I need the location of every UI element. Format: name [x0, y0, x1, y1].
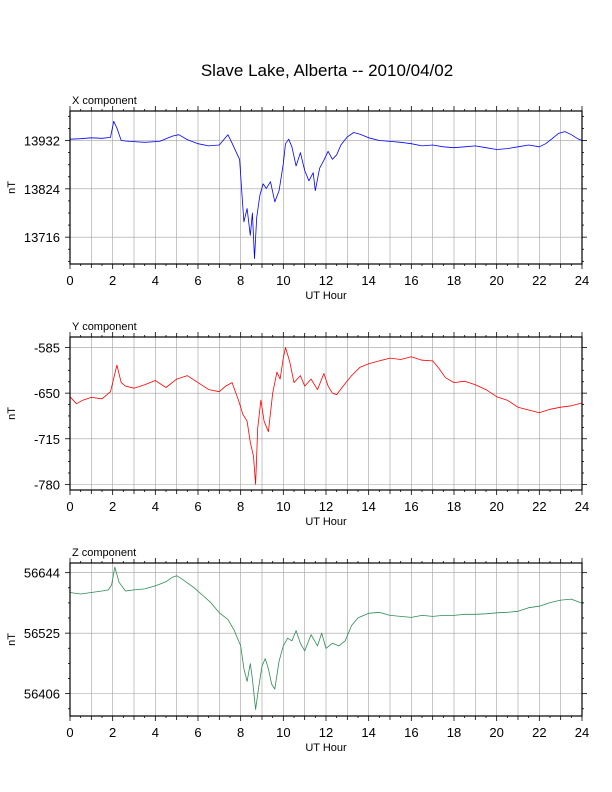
y-axis-label: nT	[6, 407, 18, 420]
x-tick-label: 10	[276, 725, 290, 740]
y-axis-label: nT	[6, 633, 18, 646]
x-tick-label: 14	[361, 499, 375, 514]
x-tick-label: 18	[447, 273, 461, 288]
x-tick-label: 2	[109, 273, 116, 288]
x-tick-label: 18	[447, 499, 461, 514]
x-tick-label: 24	[575, 725, 589, 740]
x-tick-label: 22	[532, 499, 546, 514]
y-tick-label: 56525	[24, 626, 60, 641]
panel-label: Z component	[72, 547, 136, 559]
panel-label: X component	[72, 95, 137, 107]
y-tick-label: -715	[34, 432, 60, 447]
x-tick-label: 8	[237, 499, 244, 514]
x-tick-label: 20	[489, 725, 503, 740]
x-axis-label: UT Hour	[305, 742, 347, 754]
x-tick-label: 0	[66, 725, 73, 740]
x-tick-label: 0	[66, 499, 73, 514]
x-tick-label: 16	[404, 725, 418, 740]
x-axis-label: UT Hour	[305, 290, 347, 302]
y-tick-label: 13932	[24, 134, 60, 149]
y-tick-label: 56406	[24, 687, 60, 702]
x-tick-label: 8	[237, 725, 244, 740]
x-tick-label: 8	[237, 273, 244, 288]
x-tick-label: 10	[276, 499, 290, 514]
x-tick-label: 0	[66, 273, 73, 288]
y-tick-label: 13716	[24, 230, 60, 245]
x-tick-label: 14	[361, 273, 375, 288]
y-axis-label: nT	[6, 181, 18, 194]
x-tick-label: 22	[532, 273, 546, 288]
data-series-line	[69, 566, 583, 710]
x-tick-label: 12	[319, 725, 333, 740]
x-tick-label: 18	[447, 725, 461, 740]
x-tick-label: 22	[532, 725, 546, 740]
x-tick-label: 12	[319, 273, 333, 288]
data-series-line	[69, 347, 583, 485]
x-tick-label: 20	[489, 499, 503, 514]
x-tick-label: 2	[109, 499, 116, 514]
x-tick-label: 16	[404, 273, 418, 288]
y-tick-label: 56644	[24, 566, 60, 581]
chart-title: Slave Lake, Alberta -- 2010/04/02	[201, 61, 453, 80]
y-tick-label: -780	[34, 477, 60, 492]
x-tick-label: 20	[489, 273, 503, 288]
x-tick-label: 10	[276, 273, 290, 288]
y-tick-label: -650	[34, 386, 60, 401]
x-tick-label: 4	[152, 273, 159, 288]
y-tick-label: 13824	[24, 182, 60, 197]
x-tick-label: 6	[194, 725, 201, 740]
x-tick-label: 14	[361, 725, 375, 740]
x-tick-label: 24	[575, 273, 589, 288]
x-tick-label: 4	[152, 499, 159, 514]
x-tick-label: 4	[152, 725, 159, 740]
x-axis-label: UT Hour	[305, 516, 347, 528]
panel-label: Y component	[72, 321, 137, 333]
x-tick-label: 12	[319, 499, 333, 514]
x-tick-label: 24	[575, 499, 589, 514]
y-tick-label: -585	[34, 341, 60, 356]
x-tick-label: 2	[109, 725, 116, 740]
x-tick-label: 6	[194, 273, 201, 288]
data-series-line	[69, 120, 583, 260]
x-tick-label: 16	[404, 499, 418, 514]
x-tick-label: 6	[194, 499, 201, 514]
